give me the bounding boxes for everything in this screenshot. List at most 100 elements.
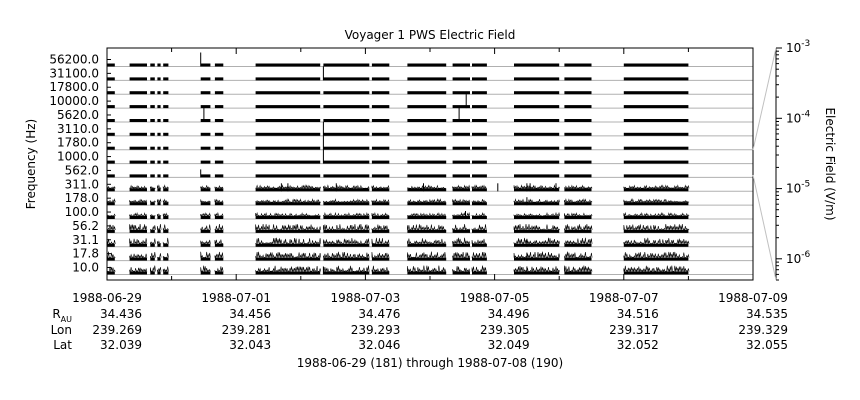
trace-noise bbox=[623, 211, 690, 218]
trace-segment bbox=[157, 271, 161, 275]
trace-segment bbox=[472, 91, 487, 95]
trace-segment bbox=[150, 188, 155, 192]
ephemeris-value: 239.293 bbox=[351, 323, 401, 337]
plot-area bbox=[106, 52, 753, 275]
trace-noise bbox=[513, 223, 560, 232]
trace-segment bbox=[214, 77, 224, 81]
trace-segment bbox=[564, 174, 592, 178]
trace-noise bbox=[200, 239, 211, 245]
ephemeris-value: 32.046 bbox=[358, 338, 400, 352]
trace-noise bbox=[157, 240, 162, 245]
trace-noise bbox=[623, 184, 690, 190]
trace-segment bbox=[150, 77, 155, 81]
trace-noise bbox=[162, 198, 169, 204]
y2-tick-exponent: -5 bbox=[801, 180, 810, 190]
trace-segment bbox=[371, 243, 390, 247]
trace-segment bbox=[157, 174, 161, 178]
trace-noise bbox=[157, 213, 162, 217]
trace-noise bbox=[214, 223, 224, 231]
trace-noise bbox=[255, 251, 322, 259]
trace-segment bbox=[107, 160, 115, 164]
trace-segment bbox=[564, 271, 592, 275]
y2-tick-exponent: -6 bbox=[801, 250, 810, 260]
ephemeris-value: 32.039 bbox=[100, 338, 142, 352]
trace-segment bbox=[472, 271, 487, 275]
trace-segment bbox=[200, 202, 211, 206]
trace-segment bbox=[214, 202, 224, 206]
trace-segment bbox=[200, 119, 211, 122]
trace-segment bbox=[323, 188, 370, 192]
frequency-tick-label: 1780.0 bbox=[57, 136, 99, 150]
trace-segment bbox=[564, 257, 592, 261]
trace-segment bbox=[129, 146, 147, 150]
frequency-tick-label: 10000.0 bbox=[49, 94, 99, 108]
trace-noise bbox=[106, 238, 116, 245]
trace-noise bbox=[157, 267, 162, 273]
frequency-tick-label: 31100.0 bbox=[49, 66, 99, 80]
trace-segment bbox=[107, 91, 115, 95]
date-tick-label: 1988-07-07 bbox=[589, 291, 659, 305]
ephemeris-value: 34.535 bbox=[746, 307, 788, 321]
trace-segment bbox=[514, 271, 560, 275]
trace-segment bbox=[452, 77, 470, 81]
trace-noise bbox=[407, 251, 446, 259]
frequency-tick-label: 56200.0 bbox=[49, 53, 99, 67]
ephemeris-row-label: Lat bbox=[53, 338, 72, 352]
trace-noise bbox=[407, 265, 446, 273]
trace-noise bbox=[323, 184, 370, 190]
trace-noise bbox=[200, 265, 211, 273]
trace-segment bbox=[323, 77, 370, 81]
trace-segment bbox=[407, 243, 447, 247]
trace-segment bbox=[323, 146, 370, 150]
trace-noise bbox=[129, 267, 148, 273]
trace-segment bbox=[371, 146, 390, 150]
trace-segment bbox=[163, 160, 169, 164]
trace-segment bbox=[150, 119, 155, 122]
trace-noise bbox=[162, 184, 169, 190]
trace-segment bbox=[323, 229, 370, 233]
trace-noise bbox=[407, 212, 446, 218]
trace-segment bbox=[200, 132, 211, 136]
trace-noise bbox=[150, 252, 156, 259]
date-ticks: 1988-06-29 1988-07-01 1988-07-03 1988-07-05… bbox=[72, 48, 788, 305]
trace-segment bbox=[214, 160, 224, 164]
trace-segment bbox=[407, 63, 447, 67]
trace-noise bbox=[564, 212, 593, 217]
trace-segment bbox=[472, 77, 487, 81]
trace-noise bbox=[623, 265, 690, 273]
trace-segment bbox=[107, 105, 115, 109]
trace-segment bbox=[214, 105, 224, 109]
trace-segment bbox=[255, 91, 321, 95]
trace-segment bbox=[623, 160, 689, 164]
frequency-tick-label: 100.0 bbox=[65, 205, 99, 219]
trace-noise bbox=[200, 185, 211, 190]
trace-noise bbox=[106, 198, 116, 204]
trace-segment bbox=[407, 229, 447, 233]
trace-segment bbox=[371, 77, 390, 81]
trace-noise bbox=[407, 238, 446, 245]
trace-segment bbox=[407, 105, 447, 109]
frequency-tick-label: 562.0 bbox=[65, 163, 99, 177]
trace-segment bbox=[623, 91, 689, 95]
trace-segment bbox=[564, 63, 592, 67]
trace-segment bbox=[623, 105, 689, 109]
trace-noise bbox=[106, 213, 116, 217]
trace-segment bbox=[323, 119, 370, 122]
trace-segment bbox=[107, 216, 115, 219]
electric-field-axis: 10-3 10-4 10-5 10-6 bbox=[752, 39, 811, 281]
trace-segment bbox=[157, 188, 161, 192]
trace-segment bbox=[150, 132, 155, 136]
trace-segment bbox=[129, 202, 147, 206]
trace-noise bbox=[513, 198, 560, 204]
trace-noise bbox=[323, 251, 370, 259]
trace-segment bbox=[452, 160, 470, 164]
date-tick-label: 1988-06-29 bbox=[72, 291, 142, 305]
trace-noise bbox=[106, 251, 116, 259]
trace-segment bbox=[407, 91, 447, 95]
trace-segment bbox=[200, 146, 211, 150]
trace-segment bbox=[163, 271, 169, 275]
trace-segment bbox=[150, 271, 155, 275]
trace-noise bbox=[371, 198, 390, 204]
trace-segment bbox=[107, 271, 115, 275]
